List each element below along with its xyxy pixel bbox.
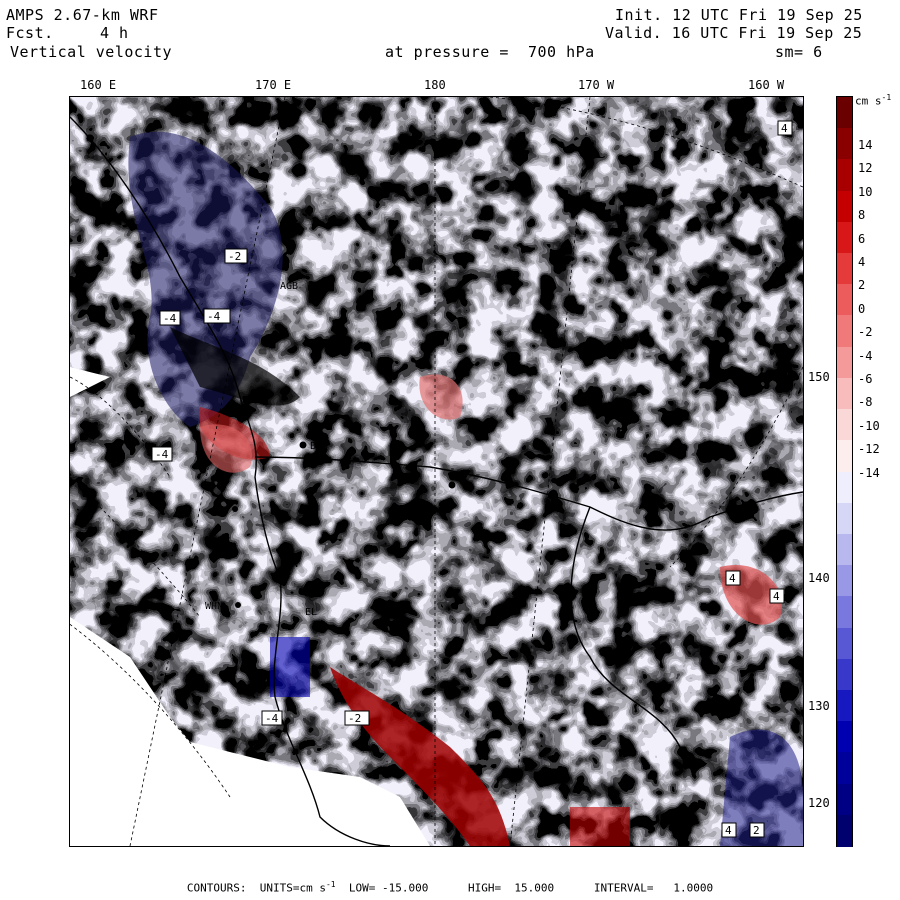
- svg-text:-4: -4: [207, 310, 221, 323]
- contour-label: 2: [749, 822, 765, 838]
- colorbar-segment: [837, 627, 852, 660]
- colorbar-segment: [837, 377, 852, 410]
- svg-text:4: 4: [729, 572, 736, 585]
- colorbar-segment: [837, 284, 852, 317]
- contour-label: -4: [159, 310, 181, 326]
- station-whn: WHN: [205, 601, 223, 612]
- station-el: EL: [305, 607, 317, 618]
- field-name: Vertical velocity: [10, 43, 173, 61]
- colorbar-tick-label: -8: [858, 395, 873, 410]
- map-panel: 4 -4 -4 -2 -4 4 4 -2 -4 4 2 BTS LAN WHN …: [69, 96, 804, 847]
- contour-info: CONTOURS: UNITS=cm s-1 LOW= -15.000 HIGH…: [186, 880, 714, 895]
- contour-label: 4: [725, 570, 741, 586]
- colorbar-segment: [837, 658, 852, 691]
- contour-label: -2: [344, 710, 370, 726]
- station-lan: LAN: [280, 559, 298, 570]
- colorbar-segment: [837, 315, 852, 348]
- vertical-velocity-map: 4 -4 -4 -2 -4 4 4 -2 -4 4 2 BTS LAN WHN …: [70, 97, 803, 846]
- colorbar-segment: [837, 253, 852, 286]
- colorbar-tick-label: -14: [858, 465, 880, 480]
- svg-text:-2: -2: [348, 712, 361, 725]
- graticule: [70, 97, 803, 846]
- colorbar: [836, 96, 853, 847]
- colorbar-tick-label: 2: [858, 278, 866, 293]
- colorbar-segment: [837, 128, 852, 161]
- colorbar-segment: [837, 721, 852, 754]
- contour-label: 4: [721, 822, 737, 838]
- colorbar-tick-label: -4: [858, 348, 873, 363]
- colorbar-tick-label: 6: [858, 231, 866, 246]
- contour-label: -4: [261, 710, 283, 726]
- colorbar-segment: [837, 159, 852, 192]
- colorbar-tick-label: 12: [858, 161, 873, 176]
- colorbar-segment: [837, 502, 852, 535]
- station-labels: BTS LAN WHN EL AGB: [205, 281, 328, 618]
- colorbar-tick-label: -2: [858, 325, 873, 340]
- colorbar-segment: [837, 596, 852, 629]
- contour-labels: 4 -4 -4 -2 -4 4 4 -2 -4 4 2: [151, 120, 793, 838]
- colorbar-tick-label: 10: [858, 184, 873, 199]
- forecast-hours: 4 h: [100, 24, 129, 42]
- colorbar-segment: [837, 409, 852, 442]
- pressure-level: at pressure = 700 hPa: [385, 43, 595, 61]
- lon-label-140w: 140 W: [808, 571, 845, 585]
- svg-text:-4: -4: [265, 712, 279, 725]
- station-agb: AGB: [280, 281, 298, 292]
- contour-label: 4: [769, 588, 785, 604]
- colorbar-segment: [837, 814, 852, 847]
- colorbar-tick-label: -10: [858, 418, 880, 433]
- colorbar-segment: [837, 565, 852, 598]
- colorbar-segment: [837, 689, 852, 722]
- colorbar-segment: [837, 471, 852, 504]
- lon-label-130w: 130 W: [808, 699, 845, 713]
- svg-text:4: 4: [773, 590, 780, 603]
- colorbar-segment: [837, 533, 852, 566]
- forecast-label: Fcst.: [6, 24, 54, 42]
- colorbar-units: cm s-1: [855, 93, 892, 108]
- colorbar-segment: [837, 97, 852, 129]
- init-time: Init. 12 UTC Fri 19 Sep 25: [615, 6, 863, 24]
- station-dots: [232, 441, 456, 608]
- contour-label: -2: [224, 248, 248, 264]
- svg-text:4: 4: [725, 824, 732, 837]
- lon-label-120w: 120 W: [808, 796, 845, 810]
- coastline: [70, 116, 803, 846]
- colorbar-tick-label: -6: [858, 372, 873, 386]
- colorbar-tick-label: 8: [858, 208, 866, 223]
- lon-label-180: 180: [424, 78, 446, 92]
- lon-label-160e: 160 E: [80, 78, 117, 92]
- model-title: AMPS 2.67-km WRF: [6, 6, 159, 24]
- contour-label: -4: [203, 308, 231, 324]
- svg-text:-2: -2: [228, 250, 241, 263]
- colorbar-tick-label: 14: [858, 138, 873, 152]
- colorbar-tick-label: -12: [858, 442, 880, 457]
- colorbar-segment: [837, 221, 852, 254]
- contour-label: 4: [777, 120, 793, 136]
- smoothing: sm= 6: [775, 43, 823, 61]
- lon-label-170e: 170 E: [255, 78, 292, 92]
- colorbar-segment: [837, 190, 852, 223]
- colorbar-segment: [837, 752, 852, 785]
- lon-label-150w: 150 W: [808, 370, 845, 384]
- colorbar-tick-label: 4: [858, 255, 866, 269]
- svg-text:-4: -4: [163, 312, 177, 325]
- svg-text:-4: -4: [155, 448, 169, 461]
- colorbar-segment: [837, 346, 852, 379]
- svg-text:2: 2: [753, 824, 760, 837]
- colorbar-segment: [837, 783, 852, 816]
- svg-text:4: 4: [781, 122, 788, 135]
- colorbar-tick-label: 0: [858, 301, 866, 316]
- station-bts: BTS: [310, 441, 328, 452]
- lon-label-160w: 160 W: [748, 78, 785, 92]
- contour-label: -4: [151, 446, 173, 462]
- lon-label-170w: 170 W: [578, 78, 615, 92]
- valid-time: Valid. 16 UTC Fri 19 Sep 25: [605, 24, 863, 42]
- colorbar-segment: [837, 440, 852, 473]
